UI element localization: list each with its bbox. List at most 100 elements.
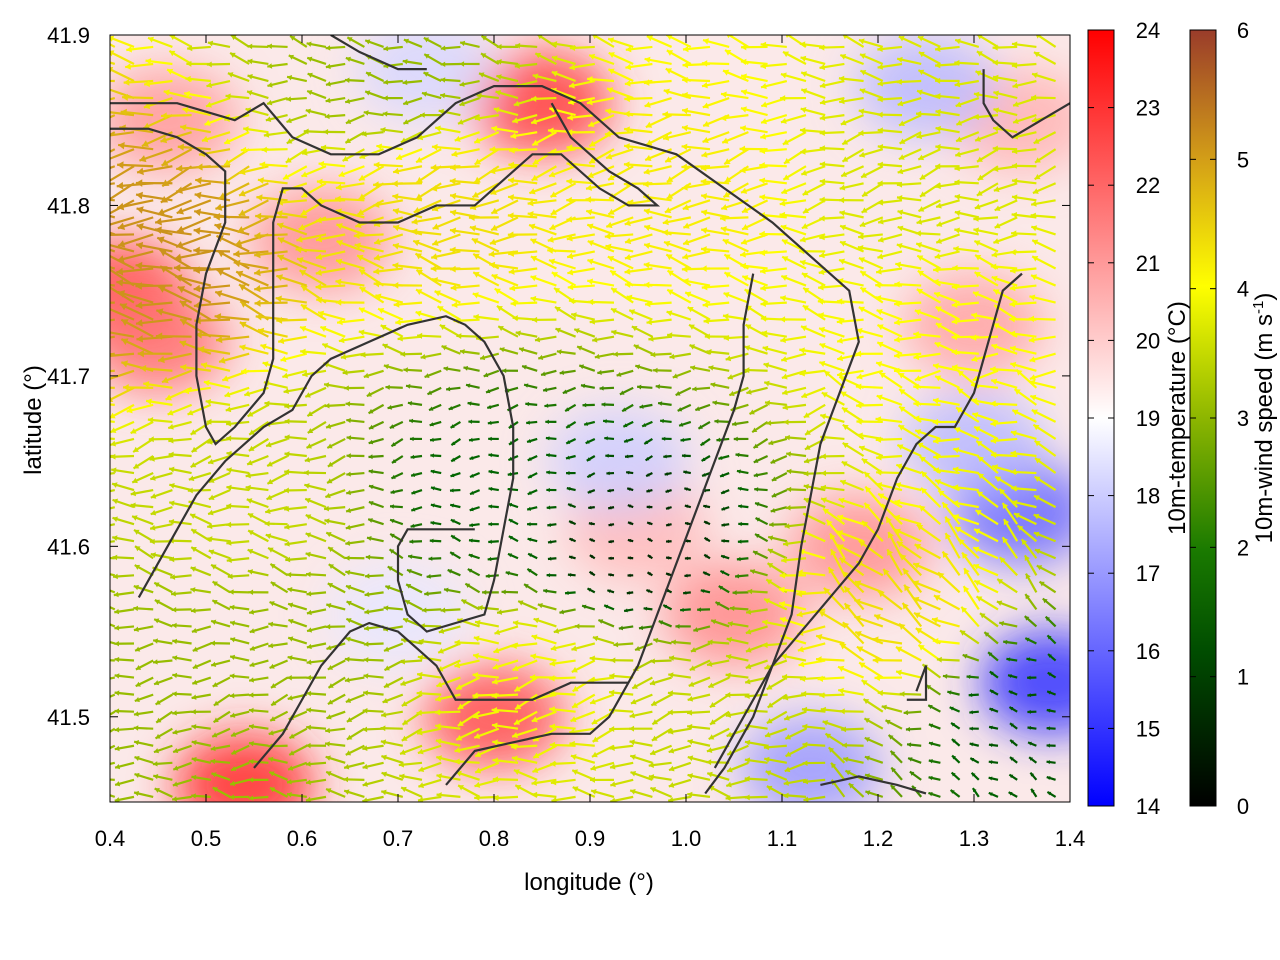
wind-arrow [588, 53, 615, 66]
wind-arrow [154, 216, 192, 226]
temperature-patch [980, 630, 1070, 735]
wind-arrow [565, 420, 577, 429]
wind-arrow [782, 50, 807, 65]
colorbar-tick-label: 18 [1136, 484, 1160, 509]
wind-arrow [955, 97, 980, 108]
wind-arrow [497, 325, 519, 338]
wind-arrow [307, 72, 327, 83]
wind-arrow [454, 758, 480, 765]
wind-arrow [430, 182, 461, 192]
wind-arrow [702, 301, 730, 308]
wind-arrow [627, 573, 634, 578]
wind-arrow [125, 62, 154, 70]
wind-arrow [530, 95, 557, 102]
wind-arrow [200, 362, 231, 372]
wind-arrow [169, 35, 193, 48]
wind-arrow [913, 400, 941, 408]
wind-arrow [513, 769, 538, 781]
wind-arrow [415, 268, 442, 287]
wind-arrow [1006, 657, 1018, 662]
wind-arrow [132, 438, 154, 453]
wind-arrow [143, 381, 173, 389]
wind-arrow [114, 673, 135, 679]
wind-arrow [700, 164, 730, 172]
wind-arrow [248, 740, 269, 747]
wind-arrow [511, 743, 538, 750]
wind-arrow [704, 333, 730, 340]
wind-arrow [345, 506, 365, 514]
wind-arrow [383, 364, 404, 372]
wind-arrow [840, 390, 865, 406]
wind-arrow [1038, 580, 1057, 594]
wind-arrow [556, 349, 576, 355]
wind-arrow [145, 398, 173, 406]
wind-arrow [511, 755, 538, 764]
wind-arrow [609, 673, 634, 680]
contour-line [713, 272, 1023, 769]
wind-arrow [682, 250, 711, 260]
wind-arrow [373, 267, 403, 275]
wind-arrow [564, 403, 577, 413]
wind-arrow [208, 549, 231, 560]
wind-arrow [973, 528, 999, 543]
wind-arrow [214, 313, 250, 321]
wind-arrow [295, 246, 327, 254]
wind-arrow [477, 604, 499, 611]
wind-arrow [902, 567, 923, 594]
wind-arrow [436, 792, 461, 799]
wind-arrow [509, 147, 538, 154]
wind-arrow [876, 394, 903, 406]
wind-arrow [191, 693, 211, 700]
wind-arrow [886, 548, 903, 576]
wind-arrow [457, 114, 481, 125]
wind-arrow [389, 518, 404, 526]
wind-arrow [377, 307, 404, 321]
wind-arrow [247, 43, 269, 50]
wind-arrow [863, 717, 884, 730]
wind-arrow [411, 216, 442, 225]
wind-arrow [913, 331, 941, 338]
wind-arrow [646, 489, 653, 493]
wind-arrow [207, 536, 231, 543]
wind-arrow [406, 568, 423, 577]
wind-arrow [784, 434, 807, 441]
wind-arrow [144, 79, 173, 88]
wind-arrow [528, 182, 557, 195]
wind-arrow [623, 608, 634, 613]
wind-arrow [208, 489, 231, 501]
wind-arrow [362, 795, 384, 802]
wind-arrow [927, 704, 941, 713]
wind-arrow [450, 284, 480, 291]
wind-arrow [324, 113, 346, 120]
wind-arrow [623, 143, 653, 151]
wind-arrow [803, 795, 826, 802]
wind-arrow [760, 62, 787, 70]
wind-arrow [270, 693, 289, 707]
wind-arrow [133, 528, 154, 543]
wind-arrow [306, 89, 327, 100]
wind-arrow [307, 420, 327, 434]
wind-arrow [114, 708, 135, 714]
wind-arrow [413, 199, 442, 214]
wind-arrow [624, 233, 653, 245]
wind-arrow [1034, 148, 1057, 164]
wind-arrow [599, 385, 615, 391]
wind-arrow [874, 674, 903, 682]
wind-arrow [380, 739, 404, 747]
wind-arrow [681, 107, 711, 117]
wind-arrow [991, 275, 1018, 287]
wind-arrow [110, 761, 116, 765]
colorbar-tick-label: 23 [1136, 96, 1160, 121]
wind-arrow [179, 124, 211, 134]
wind-arrow [839, 197, 864, 204]
wind-arrow [786, 451, 807, 458]
wind-arrow [610, 778, 634, 788]
wind-arrow [1009, 284, 1037, 292]
wind-arrow [111, 482, 135, 492]
wind-arrow [474, 114, 499, 122]
wind-arrow [304, 386, 327, 398]
wind-arrow [854, 630, 884, 645]
wind-arrow [760, 300, 787, 307]
wind-arrow [802, 199, 826, 214]
wind-arrow [618, 625, 634, 631]
